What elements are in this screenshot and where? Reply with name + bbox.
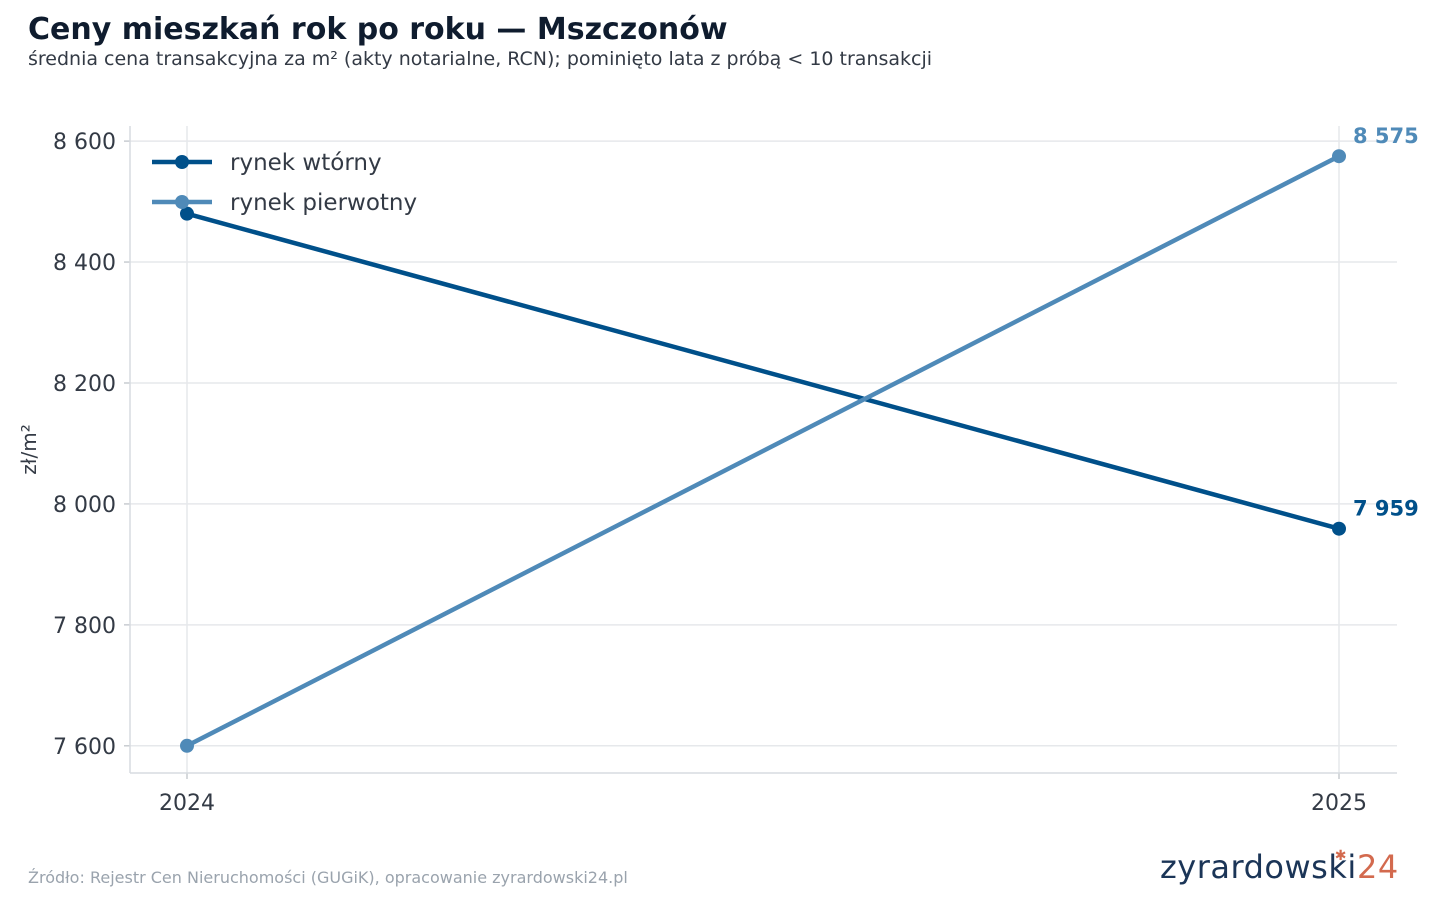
y-tick-label: 8 400: [53, 251, 116, 276]
end-value-label: 8 575: [1353, 124, 1419, 148]
logo-number: 24: [1356, 848, 1399, 886]
series-line-1: [185, 154, 1341, 748]
legend: rynek wtórny rynek pierwotny: [152, 150, 417, 216]
series-lines: [180, 149, 1346, 753]
data-point: [1332, 521, 1346, 536]
y-tick-label: 7 800: [53, 614, 116, 639]
legend-swatch-marker: [175, 195, 189, 209]
y-axis-label: zł/m²: [17, 424, 41, 474]
y-tick-label: 7 600: [53, 735, 116, 760]
data-point: [180, 738, 194, 753]
y-tick-label: 8 200: [53, 372, 116, 397]
grid-lines: [130, 126, 1397, 773]
data-point: [180, 206, 194, 221]
legend-label: rynek wtórny: [230, 150, 382, 176]
x-tick-label: 2025: [1311, 791, 1367, 816]
chart-subtitle: średnia cena transakcyjna za m² (akty no…: [28, 48, 933, 70]
logo-dot-icon: ✱: [1334, 848, 1347, 864]
axes: 7 600 7 800 8 000 8 200 8 400 8 600 2024 2025 zł…: [17, 126, 1397, 816]
legend-label: rynek pierwotny: [230, 190, 417, 216]
legend-swatch-marker: [175, 155, 189, 169]
data-labels: 7 959 8 575: [1353, 124, 1419, 520]
brand-logo: zyrardowski✱ 24: [1160, 848, 1399, 886]
end-value-label: 7 959: [1353, 497, 1419, 521]
source-note: Źródło: Rejestr Cen Nieruchomości (GUGiK…: [28, 868, 628, 887]
x-tick-label: 2024: [159, 791, 215, 816]
data-point: [1332, 149, 1346, 164]
chart-title: Ceny mieszkań rok po roku — Mszczonów: [28, 12, 728, 47]
y-tick-label: 8 000: [53, 493, 116, 518]
y-tick-label: 8 600: [53, 130, 116, 155]
logo-text: zyrardowski: [1160, 848, 1357, 886]
series-line-0: [186, 211, 1340, 531]
